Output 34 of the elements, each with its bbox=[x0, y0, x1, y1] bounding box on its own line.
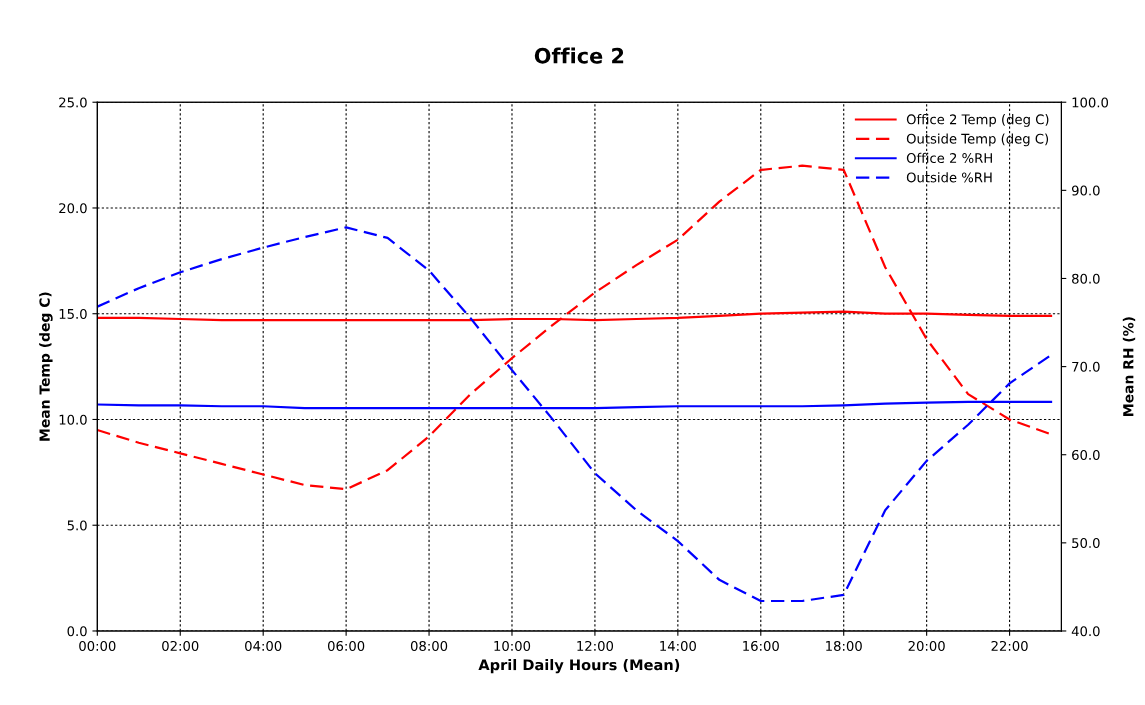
y-axis-title: Mean Temp (deg C) bbox=[39, 292, 53, 441]
y2-tick-label: 60.0 bbox=[1072, 449, 1100, 460]
y2-tick-label: 100.0 bbox=[1072, 97, 1109, 108]
y-tick-label: 25.0 bbox=[59, 97, 87, 108]
legend-label: Outside %RH bbox=[906, 172, 992, 183]
legend-label: Outside Temp (deg C) bbox=[906, 133, 1049, 147]
x-tick-label: 02:00 bbox=[162, 640, 199, 651]
y-tick-label: 15.0 bbox=[59, 308, 87, 319]
chart-title: Office 2 bbox=[534, 47, 624, 64]
y2-tick-label: 40.0 bbox=[1071, 626, 1100, 637]
x-tick-label: 04:00 bbox=[245, 640, 282, 651]
y-tick-label: 5.0 bbox=[67, 520, 87, 531]
x-tick-label: 14:00 bbox=[660, 640, 696, 651]
x-tick-label: 12:00 bbox=[577, 640, 614, 651]
y2-axis-title: Mean RH (%) bbox=[1122, 317, 1136, 416]
x-tick-label: 18:00 bbox=[826, 640, 862, 651]
line-series bbox=[97, 226, 1053, 603]
y2-tick-label: 80.0 bbox=[1072, 273, 1100, 284]
y2-tick-label: 90.0 bbox=[1071, 185, 1100, 196]
x-tick-label: 08:00 bbox=[410, 640, 448, 651]
legend-label: Office 2 Temp (deg C) bbox=[906, 114, 1049, 127]
y2-tick-label: 50.0 bbox=[1072, 538, 1100, 549]
y-tick-label: 10.0 bbox=[59, 414, 87, 425]
x-tick-label: 20:00 bbox=[908, 640, 945, 651]
x-axis-title: April Daily Hours (Mean) bbox=[478, 659, 680, 674]
x-tick-label: 00:00 bbox=[79, 640, 116, 651]
x-tick-label: 22:00 bbox=[991, 640, 1028, 651]
x-tick-label: 16:00 bbox=[743, 640, 779, 651]
y-tick-label: 0.0 bbox=[67, 626, 87, 637]
legend-label: Office 2 %RH bbox=[906, 152, 992, 164]
y-tick-label: 20.0 bbox=[59, 203, 87, 214]
y2-tick-label: 70.0 bbox=[1072, 361, 1100, 372]
x-tick-label: 10:00 bbox=[494, 640, 531, 651]
x-tick-label: 06:00 bbox=[327, 640, 365, 651]
